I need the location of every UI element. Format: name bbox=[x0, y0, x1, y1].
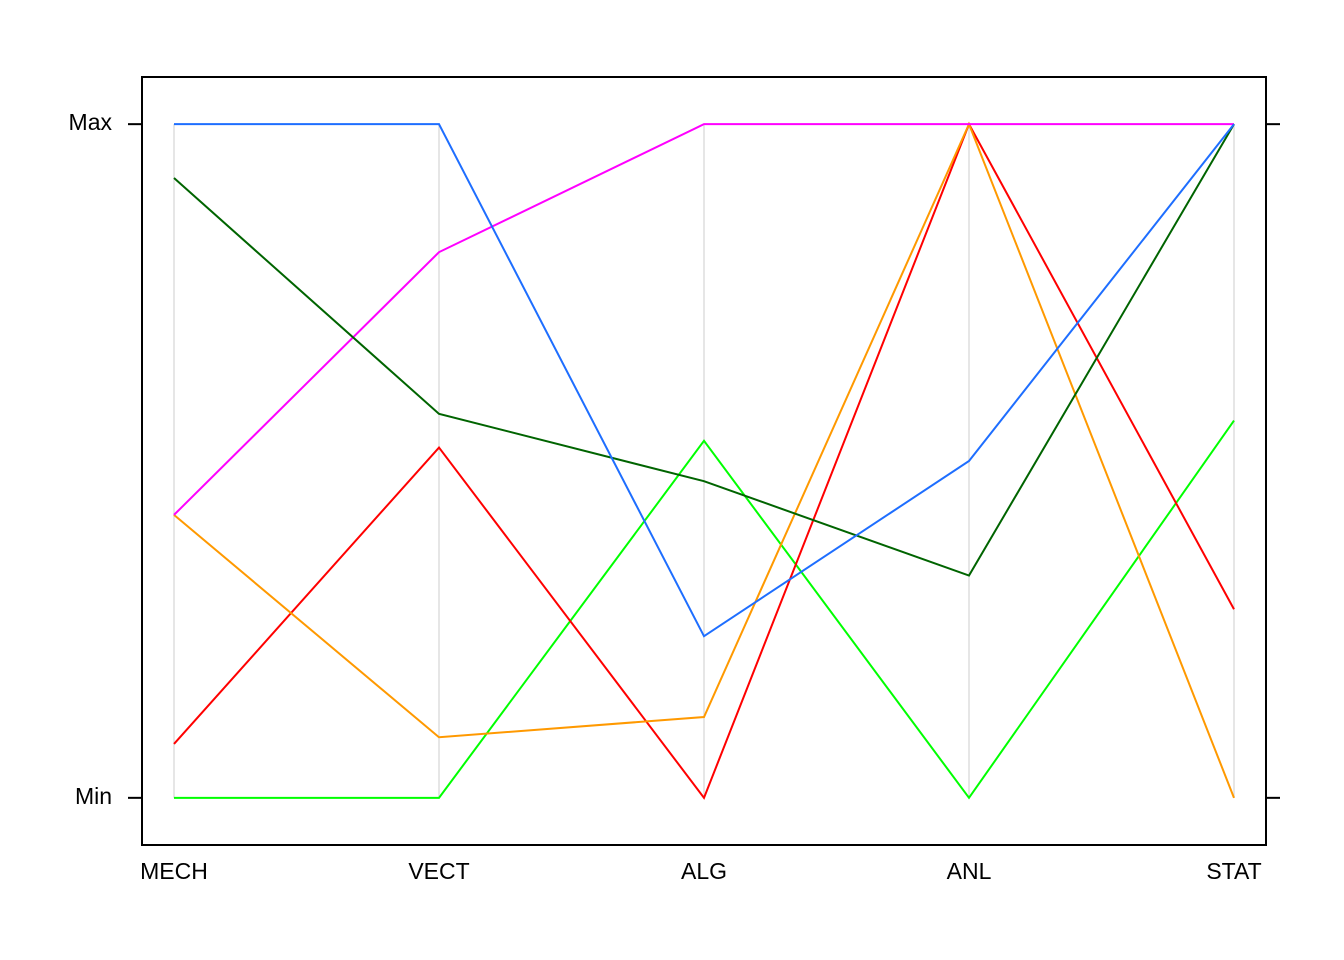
series-line bbox=[173, 123, 1235, 577]
series-line bbox=[173, 121, 1235, 800]
x-tick-label: MECH bbox=[140, 858, 208, 884]
series-line bbox=[173, 123, 1234, 516]
series-line bbox=[174, 123, 1235, 638]
y-tick-label: Min bbox=[75, 783, 112, 809]
x-tick-label: STAT bbox=[1206, 858, 1261, 884]
plot-frame bbox=[141, 76, 1267, 846]
x-tick-label: VECT bbox=[408, 858, 469, 884]
y-tick-label: Max bbox=[69, 109, 113, 135]
series-line bbox=[174, 420, 1235, 800]
x-tick-label: ANL bbox=[947, 858, 992, 884]
x-tick-label: ALG bbox=[681, 858, 727, 884]
